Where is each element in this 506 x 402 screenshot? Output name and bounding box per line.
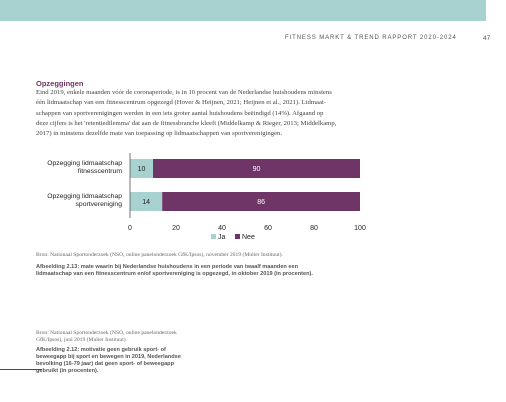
body-line: deze cijfers is het 'retentiedilemma' da… bbox=[36, 119, 337, 127]
x-tick-label: 100 bbox=[354, 225, 366, 232]
caption-line: Afbeelding 2.12: motivatie geen gebruik … bbox=[36, 347, 166, 353]
category-label-line: Opzegging lidmaatschap bbox=[47, 160, 122, 167]
bar-segment-nee bbox=[153, 159, 360, 178]
caption-line: bevolking (16-79 jaar) dat geen sport- o… bbox=[36, 361, 175, 367]
source-line: GfK/Ipsos), juni 2019 (Mulier Instituut)… bbox=[36, 337, 128, 343]
section-heading: Opzeggingen bbox=[36, 79, 84, 88]
legend-swatch-nee bbox=[235, 234, 240, 239]
chart-source: Bron: Nationaal Sportonderzoek (NSO, onl… bbox=[36, 252, 283, 258]
chart-caption: Afbeelding 2.13: mate waarin bij Nederla… bbox=[36, 264, 313, 278]
data-label: 10 bbox=[138, 166, 146, 173]
footer-rule bbox=[0, 369, 42, 370]
body-line: schappen van sportverenigingen werden in… bbox=[36, 109, 324, 117]
running-title: FITNESS MARKT & TREND RAPPORT 2020-2024 bbox=[285, 35, 457, 41]
caption-line: Afbeelding 2.13: mate waarin bij Nederla… bbox=[36, 264, 299, 270]
bar-segment-nee bbox=[162, 192, 360, 211]
body-line: Eind 2019, enkele maanden vóór de corona… bbox=[36, 89, 332, 96]
legend-label-ja: Ja bbox=[218, 234, 226, 241]
x-tick-label: 0 bbox=[128, 225, 132, 232]
category-label-fitness: Opzegging lidmaatschap fitnesscentrum bbox=[28, 160, 122, 176]
top-band-gap bbox=[486, 0, 506, 21]
body-paragraph: Eind 2019, enkele maanden vóór de corona… bbox=[36, 88, 396, 139]
x-tick-label: 80 bbox=[310, 225, 318, 232]
bar-segment-ja bbox=[130, 192, 163, 211]
category-label-line: fitnesscentrum bbox=[77, 168, 122, 175]
top-color-band bbox=[0, 0, 486, 21]
data-label: 90 bbox=[253, 166, 261, 173]
caption-line: lidmaatschap van een fitnesscentrum en/o… bbox=[36, 271, 313, 277]
body-line: 2017) in minstens dezelfde mate van toep… bbox=[36, 130, 283, 138]
side-figure-source: Bron: Nationaal Sportonderzoek (NSO, onl… bbox=[36, 330, 177, 344]
category-label-line: Opzegging lidmaatschap bbox=[47, 193, 122, 200]
data-label: 86 bbox=[257, 199, 265, 206]
caption-line: gebruikt (in procenten). bbox=[36, 368, 99, 374]
page-number: 47 bbox=[483, 35, 491, 42]
legend-label-nee: Nee bbox=[242, 234, 255, 241]
side-figure-caption: Afbeelding 2.12: motivatie geen gebruik … bbox=[36, 347, 181, 375]
legend-swatch-ja bbox=[211, 234, 216, 239]
category-label-sportvereniging: Opzegging lidmaatschap sportvereniging bbox=[28, 193, 122, 209]
category-label-line: sportvereniging bbox=[75, 201, 122, 208]
source-line: Bron: Nationaal Sportonderzoek (NSO, onl… bbox=[36, 330, 177, 336]
bar-segment-ja bbox=[130, 159, 153, 178]
caption-line: beweegapp bij sport en bewegen in 2019, … bbox=[36, 354, 181, 360]
x-tick-label: 60 bbox=[264, 225, 272, 232]
x-tick-label: 40 bbox=[218, 225, 226, 232]
data-label: 14 bbox=[142, 199, 150, 206]
body-line: één lidmaatschap van een fitnesscentrum … bbox=[36, 99, 327, 107]
x-tick-label: 20 bbox=[172, 225, 180, 232]
